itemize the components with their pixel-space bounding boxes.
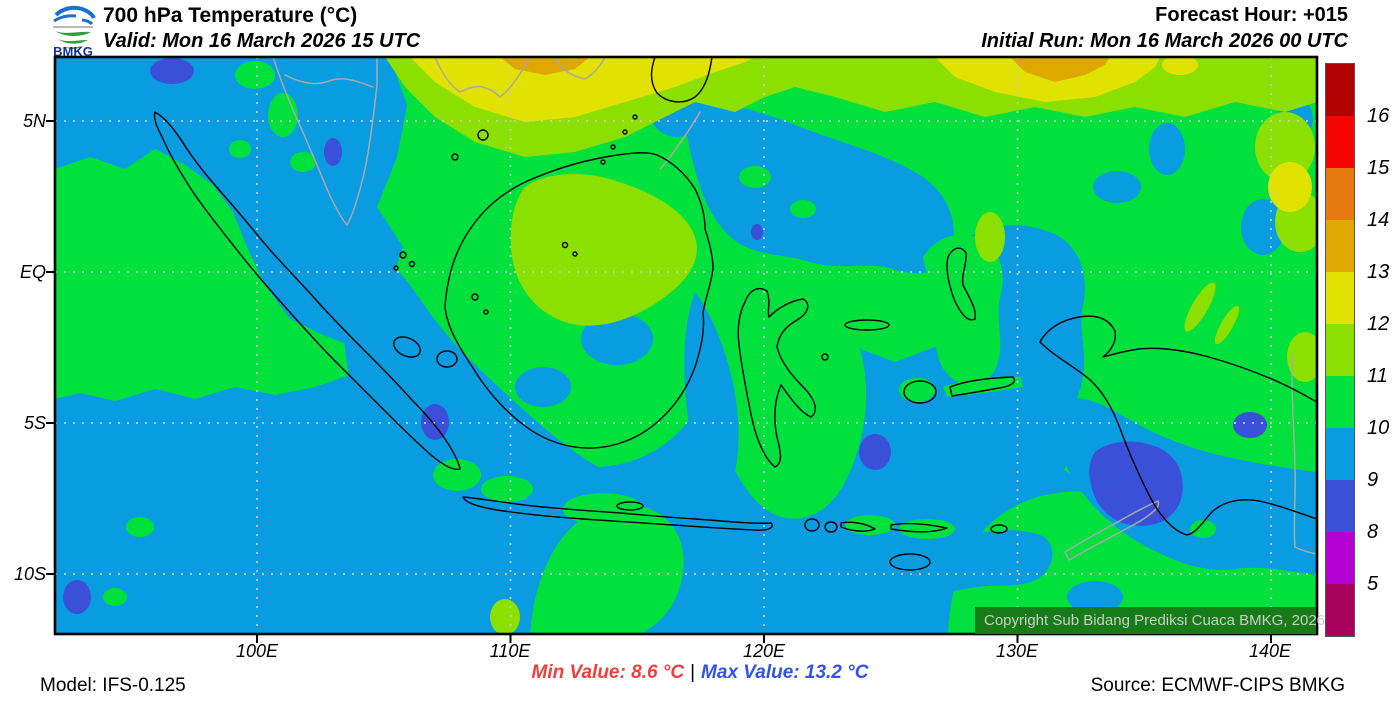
colorbar-segment: 5 [1326,532,1378,595]
logo-text: BMKG [53,44,93,57]
lat-label-5s: 5S [23,413,46,433]
max-value-label: Max Value: 13.2 °C [701,662,869,683]
colorbar-segment: 10 [1326,376,1389,439]
page-title: 700 hPa Temperature (°C) [103,4,358,27]
colorbar-segment: 12 [1326,272,1389,335]
colorbar-tick-label: 9 [1367,469,1379,491]
lon-label-100e: 100E [235,641,279,661]
minmax-separator: | [690,662,696,683]
source-label: Source: ECMWF-CIPS BMKG [1090,675,1345,696]
logo-blue-wave [54,5,96,19]
minmax-values: Min Value: 8.6 °C | Max Value: 13.2 °C [440,662,960,684]
lat-label-5n: 5N [22,111,46,131]
lat-label-10s: 10S [13,564,46,584]
lon-label-130e: 130E [995,641,1039,661]
lat-label-eq: EQ [19,262,46,282]
colorbar: 16 15 14 13 12 11 10 9 8 5 [1325,63,1389,637]
colorbar-tick-label: 10 [1367,417,1390,439]
bmkg-logo: BMKG [53,5,96,57]
colorbar-segment [1326,584,1354,636]
lon-label-140e: 140E [1248,641,1292,661]
copyright-strip: Copyright Sub Bidang Prediksi Cuaca BMKG… [975,607,1325,634]
valid-time-label: Valid: Mon 16 March 2026 15 UTC [103,30,421,52]
colorbar-tick-label: 14 [1367,209,1390,231]
colorbar-tick-label: 13 [1367,261,1390,283]
forecast-hour-label: Forecast Hour: +015 [1155,4,1348,26]
colorbar-segment: 8 [1326,480,1378,543]
foreign-borders [272,57,1317,561]
colorbar-tick-label: 15 [1367,157,1390,179]
colorbar-segment: 13 [1326,220,1389,283]
lon-label-110e: 110E [489,641,531,661]
colorbar-segment: 16 [1326,64,1389,127]
temperature-field [55,57,1317,634]
colorbar-tick-label: 16 [1367,105,1390,127]
colorbar-tick-label: 5 [1367,573,1379,595]
coastlines [153,57,1317,571]
colorbar-segment: 9 [1326,428,1378,491]
lon-label-120e: 120E [742,641,786,661]
colorbar-segment: 14 [1326,168,1389,231]
map-frame [53,55,1319,636]
colorbar-segment: 15 [1326,116,1389,179]
axis-ticks [46,120,1272,643]
colorbar-tick-label: 12 [1367,313,1390,335]
temperature-map [46,55,1319,643]
colorbar-tick-label: 8 [1367,521,1379,543]
colorbar-tick-label: 11 [1367,365,1388,387]
min-value-label: Min Value: 8.6 °C [531,662,685,683]
graticule [55,57,1317,634]
model-label: Model: IFS-0.125 [40,675,186,696]
initial-run-label: Initial Run: Mon 16 March 2026 00 UTC [981,30,1348,52]
logo-green-wave [55,31,91,36]
colorbar-segment: 11 [1326,324,1388,387]
